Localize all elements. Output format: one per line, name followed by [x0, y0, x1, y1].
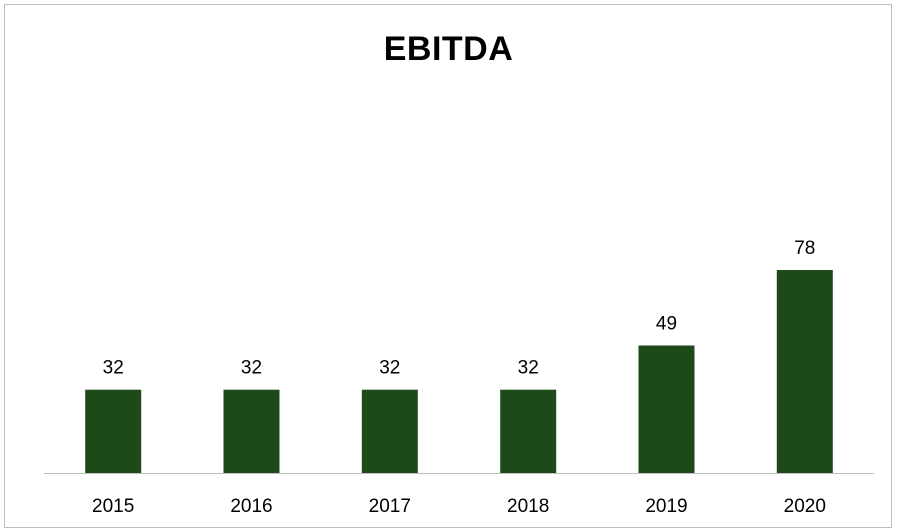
bar-2016: [223, 389, 280, 473]
data-label-2015: 32: [103, 358, 124, 379]
chart-title: EBITDA: [383, 30, 514, 68]
chart-frame: [4, 4, 892, 528]
bar-2019: [638, 345, 695, 473]
data-label-2017: 32: [379, 358, 400, 379]
labels-layer: 32 2015 32 2016 32 2017 32 2018 49 2019 78 2020: [92, 238, 826, 517]
data-label-2020: 78: [794, 238, 815, 259]
x-tick-label-2017: 2017: [369, 496, 411, 517]
bar-2018: [500, 389, 557, 473]
x-tick-label-2019: 2019: [645, 496, 687, 517]
data-label-2019: 49: [656, 314, 677, 335]
bars-layer: [85, 270, 833, 473]
data-label-2016: 32: [241, 358, 262, 379]
x-tick-label-2020: 2020: [784, 496, 826, 517]
data-label-2018: 32: [518, 358, 539, 379]
x-tick-label-2018: 2018: [507, 496, 549, 517]
bar-2015: [85, 389, 142, 473]
x-tick-label-2015: 2015: [92, 496, 134, 517]
bar-2017: [361, 389, 418, 473]
bar-2020: [776, 270, 833, 473]
x-tick-label-2016: 2016: [230, 496, 272, 517]
